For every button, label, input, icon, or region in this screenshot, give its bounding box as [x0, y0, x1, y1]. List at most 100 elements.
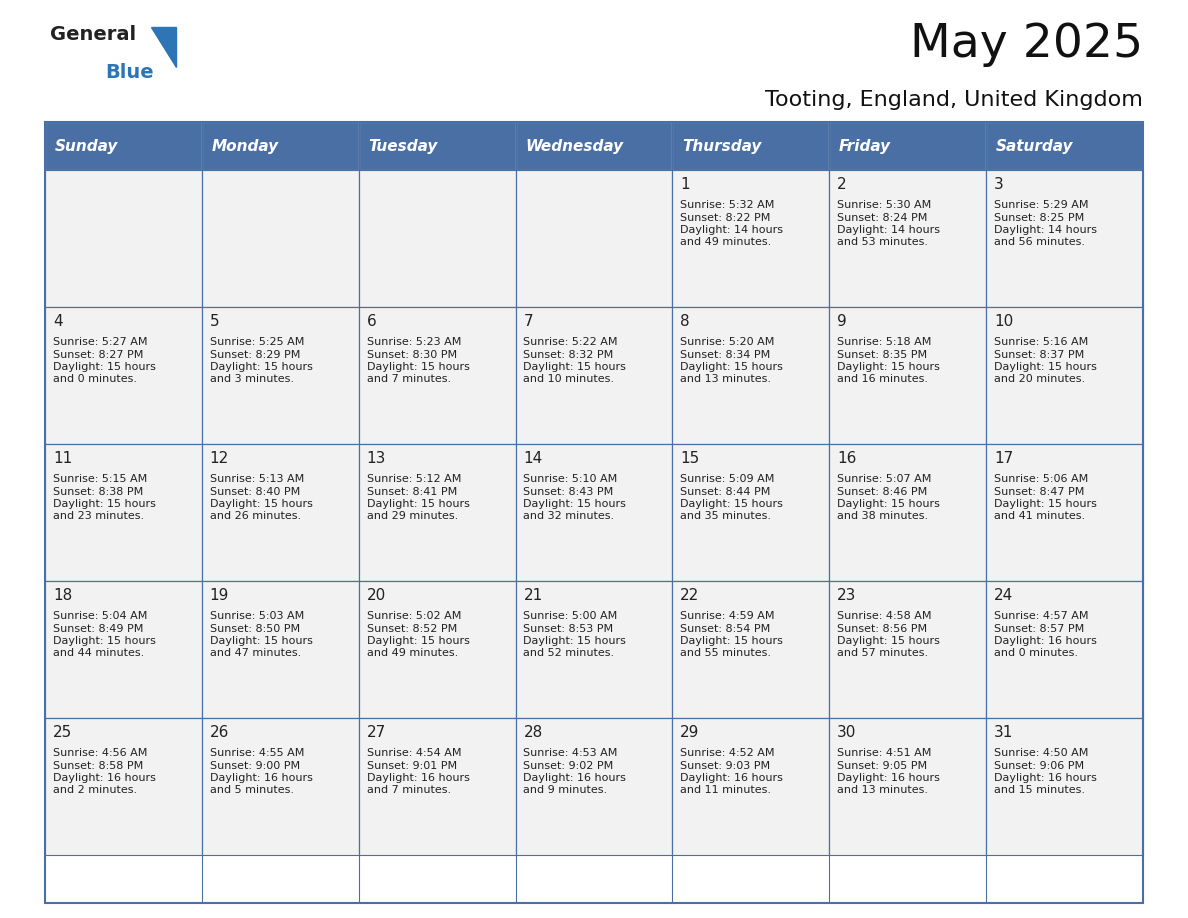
- Text: Sunrise: 5:18 AM
Sunset: 8:35 PM
Daylight: 15 hours
and 16 minutes.: Sunrise: 5:18 AM Sunset: 8:35 PM Dayligh…: [838, 337, 940, 385]
- Text: 19: 19: [210, 588, 229, 603]
- Bar: [202, 718, 359, 855]
- Polygon shape: [151, 27, 176, 67]
- Bar: [986, 718, 1143, 855]
- Bar: [359, 122, 516, 170]
- Text: 26: 26: [210, 725, 229, 740]
- Text: Sunday: Sunday: [55, 139, 118, 153]
- Text: 4: 4: [52, 314, 63, 329]
- Text: 6: 6: [367, 314, 377, 329]
- Text: Sunrise: 4:56 AM
Sunset: 8:58 PM
Daylight: 16 hours
and 2 minutes.: Sunrise: 4:56 AM Sunset: 8:58 PM Dayligh…: [52, 748, 156, 795]
- Bar: [202, 170, 359, 307]
- Bar: [516, 307, 672, 444]
- Bar: [672, 444, 829, 581]
- Text: Sunrise: 5:32 AM
Sunset: 8:22 PM
Daylight: 14 hours
and 49 minutes.: Sunrise: 5:32 AM Sunset: 8:22 PM Dayligh…: [681, 200, 783, 247]
- Text: Sunrise: 4:53 AM
Sunset: 9:02 PM
Daylight: 16 hours
and 9 minutes.: Sunrise: 4:53 AM Sunset: 9:02 PM Dayligh…: [524, 748, 626, 795]
- Text: 1: 1: [681, 177, 690, 192]
- Bar: [202, 307, 359, 444]
- Text: Sunrise: 5:29 AM
Sunset: 8:25 PM
Daylight: 14 hours
and 56 minutes.: Sunrise: 5:29 AM Sunset: 8:25 PM Dayligh…: [994, 200, 1097, 247]
- Text: 18: 18: [52, 588, 72, 603]
- Text: 21: 21: [524, 588, 543, 603]
- Text: Sunrise: 5:07 AM
Sunset: 8:46 PM
Daylight: 15 hours
and 38 minutes.: Sunrise: 5:07 AM Sunset: 8:46 PM Dayligh…: [838, 474, 940, 521]
- Text: Friday: Friday: [839, 139, 891, 153]
- Text: 8: 8: [681, 314, 690, 329]
- Bar: [672, 581, 829, 718]
- Bar: [986, 170, 1143, 307]
- Text: Sunrise: 5:03 AM
Sunset: 8:50 PM
Daylight: 15 hours
and 47 minutes.: Sunrise: 5:03 AM Sunset: 8:50 PM Dayligh…: [210, 611, 312, 658]
- Text: 30: 30: [838, 725, 857, 740]
- Text: Sunrise: 4:55 AM
Sunset: 9:00 PM
Daylight: 16 hours
and 5 minutes.: Sunrise: 4:55 AM Sunset: 9:00 PM Dayligh…: [210, 748, 312, 795]
- Text: Sunrise: 4:51 AM
Sunset: 9:05 PM
Daylight: 16 hours
and 13 minutes.: Sunrise: 4:51 AM Sunset: 9:05 PM Dayligh…: [838, 748, 940, 795]
- Bar: [672, 718, 829, 855]
- Text: 5: 5: [210, 314, 220, 329]
- Bar: [202, 122, 359, 170]
- Bar: [359, 581, 516, 718]
- Bar: [829, 581, 986, 718]
- Text: 12: 12: [210, 451, 229, 465]
- Text: 9: 9: [838, 314, 847, 329]
- Text: Sunrise: 5:30 AM
Sunset: 8:24 PM
Daylight: 14 hours
and 53 minutes.: Sunrise: 5:30 AM Sunset: 8:24 PM Dayligh…: [838, 200, 940, 247]
- Text: Thursday: Thursday: [682, 139, 762, 153]
- Text: May 2025: May 2025: [910, 22, 1143, 67]
- Bar: [672, 307, 829, 444]
- Text: Sunrise: 4:58 AM
Sunset: 8:56 PM
Daylight: 15 hours
and 57 minutes.: Sunrise: 4:58 AM Sunset: 8:56 PM Dayligh…: [838, 611, 940, 658]
- Text: 28: 28: [524, 725, 543, 740]
- Text: Sunrise: 5:12 AM
Sunset: 8:41 PM
Daylight: 15 hours
and 29 minutes.: Sunrise: 5:12 AM Sunset: 8:41 PM Dayligh…: [367, 474, 469, 521]
- Text: Sunrise: 5:09 AM
Sunset: 8:44 PM
Daylight: 15 hours
and 35 minutes.: Sunrise: 5:09 AM Sunset: 8:44 PM Dayligh…: [681, 474, 783, 521]
- Text: Sunrise: 5:20 AM
Sunset: 8:34 PM
Daylight: 15 hours
and 13 minutes.: Sunrise: 5:20 AM Sunset: 8:34 PM Dayligh…: [681, 337, 783, 385]
- Text: Tuesday: Tuesday: [368, 139, 437, 153]
- Text: Monday: Monday: [211, 139, 278, 153]
- Text: 31: 31: [994, 725, 1013, 740]
- Text: 20: 20: [367, 588, 386, 603]
- Text: 25: 25: [52, 725, 72, 740]
- Text: Sunrise: 4:57 AM
Sunset: 8:57 PM
Daylight: 16 hours
and 0 minutes.: Sunrise: 4:57 AM Sunset: 8:57 PM Dayligh…: [994, 611, 1097, 658]
- Bar: [516, 122, 672, 170]
- Text: 15: 15: [681, 451, 700, 465]
- Bar: [516, 170, 672, 307]
- Bar: [516, 718, 672, 855]
- Bar: [359, 718, 516, 855]
- Text: 7: 7: [524, 314, 533, 329]
- Text: 17: 17: [994, 451, 1013, 465]
- Bar: [202, 581, 359, 718]
- Text: Sunrise: 4:59 AM
Sunset: 8:54 PM
Daylight: 15 hours
and 55 minutes.: Sunrise: 4:59 AM Sunset: 8:54 PM Dayligh…: [681, 611, 783, 658]
- Bar: [829, 122, 986, 170]
- Bar: [45, 718, 202, 855]
- Bar: [829, 718, 986, 855]
- Text: Sunrise: 5:23 AM
Sunset: 8:30 PM
Daylight: 15 hours
and 7 minutes.: Sunrise: 5:23 AM Sunset: 8:30 PM Dayligh…: [367, 337, 469, 385]
- Bar: [45, 307, 202, 444]
- Bar: [986, 444, 1143, 581]
- Bar: [986, 122, 1143, 170]
- Text: Sunrise: 5:02 AM
Sunset: 8:52 PM
Daylight: 15 hours
and 49 minutes.: Sunrise: 5:02 AM Sunset: 8:52 PM Dayligh…: [367, 611, 469, 658]
- Bar: [986, 307, 1143, 444]
- Bar: [359, 170, 516, 307]
- Bar: [829, 307, 986, 444]
- Text: 3: 3: [994, 177, 1004, 192]
- Bar: [672, 170, 829, 307]
- Bar: [986, 581, 1143, 718]
- Text: Sunrise: 5:04 AM
Sunset: 8:49 PM
Daylight: 15 hours
and 44 minutes.: Sunrise: 5:04 AM Sunset: 8:49 PM Dayligh…: [52, 611, 156, 658]
- Text: 16: 16: [838, 451, 857, 465]
- Bar: [829, 444, 986, 581]
- Text: 27: 27: [367, 725, 386, 740]
- Text: General: General: [50, 25, 137, 44]
- Text: Saturday: Saturday: [996, 139, 1073, 153]
- Bar: [672, 122, 829, 170]
- Text: 29: 29: [681, 725, 700, 740]
- Text: 23: 23: [838, 588, 857, 603]
- Bar: [45, 170, 202, 307]
- Text: Sunrise: 5:22 AM
Sunset: 8:32 PM
Daylight: 15 hours
and 10 minutes.: Sunrise: 5:22 AM Sunset: 8:32 PM Dayligh…: [524, 337, 626, 385]
- Text: 10: 10: [994, 314, 1013, 329]
- Text: 11: 11: [52, 451, 72, 465]
- Bar: [45, 122, 1143, 903]
- Text: Sunrise: 5:00 AM
Sunset: 8:53 PM
Daylight: 15 hours
and 52 minutes.: Sunrise: 5:00 AM Sunset: 8:53 PM Dayligh…: [524, 611, 626, 658]
- Text: Wednesday: Wednesday: [525, 139, 624, 153]
- Bar: [45, 444, 202, 581]
- Bar: [45, 581, 202, 718]
- Text: Sunrise: 4:50 AM
Sunset: 9:06 PM
Daylight: 16 hours
and 15 minutes.: Sunrise: 4:50 AM Sunset: 9:06 PM Dayligh…: [994, 748, 1097, 795]
- Text: Sunrise: 5:06 AM
Sunset: 8:47 PM
Daylight: 15 hours
and 41 minutes.: Sunrise: 5:06 AM Sunset: 8:47 PM Dayligh…: [994, 474, 1097, 521]
- Text: Sunrise: 5:15 AM
Sunset: 8:38 PM
Daylight: 15 hours
and 23 minutes.: Sunrise: 5:15 AM Sunset: 8:38 PM Dayligh…: [52, 474, 156, 521]
- Text: 13: 13: [367, 451, 386, 465]
- Text: Sunrise: 5:27 AM
Sunset: 8:27 PM
Daylight: 15 hours
and 0 minutes.: Sunrise: 5:27 AM Sunset: 8:27 PM Dayligh…: [52, 337, 156, 385]
- Text: 24: 24: [994, 588, 1013, 603]
- Text: 14: 14: [524, 451, 543, 465]
